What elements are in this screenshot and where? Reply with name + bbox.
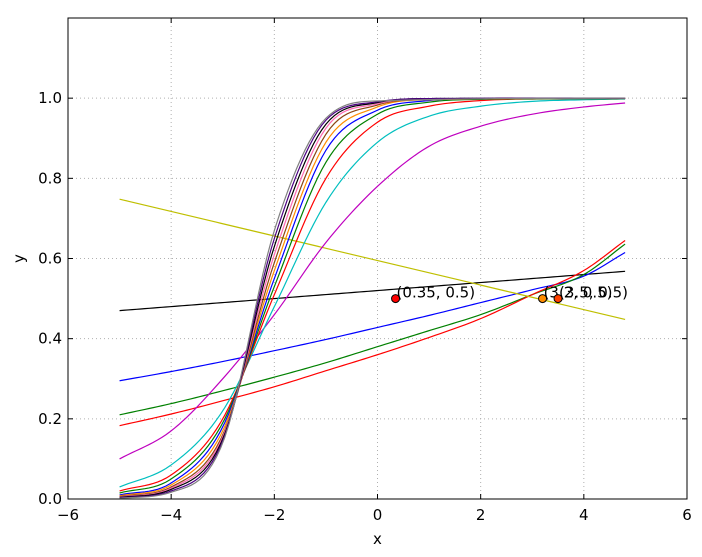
series-line-3 [119, 239, 626, 427]
y-tick-label: 0.8 [38, 169, 62, 187]
x-tick-label: 6 [682, 506, 692, 524]
marker-point [391, 294, 401, 304]
x-tick-label: −6 [57, 506, 79, 524]
x-tick-label: 0 [373, 506, 383, 524]
y-tick-label: 0.4 [38, 330, 62, 348]
series-line-1 [119, 251, 626, 382]
series-line-2 [119, 243, 626, 416]
x-tick-label: −2 [263, 506, 285, 524]
y-tick-label: 0.2 [38, 410, 62, 428]
y-tick-label: 0.6 [38, 250, 62, 268]
point-annotation: (0.35, 0.5) [397, 284, 476, 302]
series-layer [119, 97, 626, 499]
series-line-5 [119, 102, 626, 460]
marker-point [553, 294, 563, 304]
x-axis-label: x [373, 530, 382, 548]
x-tick-label: 2 [476, 506, 486, 524]
point-annotation: (3.5, 0.5) [559, 284, 628, 302]
points-layer: (0.35, 0.5) (3.2, 0.5)(3.5, 0.5) [391, 284, 628, 304]
y-tick-label: 0.0 [38, 490, 62, 508]
series-line-6 [119, 98, 626, 488]
marker-point [538, 294, 548, 304]
y-tick-label: 1.0 [38, 89, 62, 107]
x-tick-label: 4 [579, 506, 589, 524]
ticks: −6 −4 −2 0 2 4 6 0.0 0.2 0.4 0.6 0.8 1.0 [38, 18, 692, 524]
grid-lines [68, 18, 687, 499]
series-line-15 [119, 97, 626, 499]
x-tick-label: −4 [160, 506, 182, 524]
series-line-0 [119, 270, 626, 312]
y-axis-label: y [10, 254, 28, 263]
